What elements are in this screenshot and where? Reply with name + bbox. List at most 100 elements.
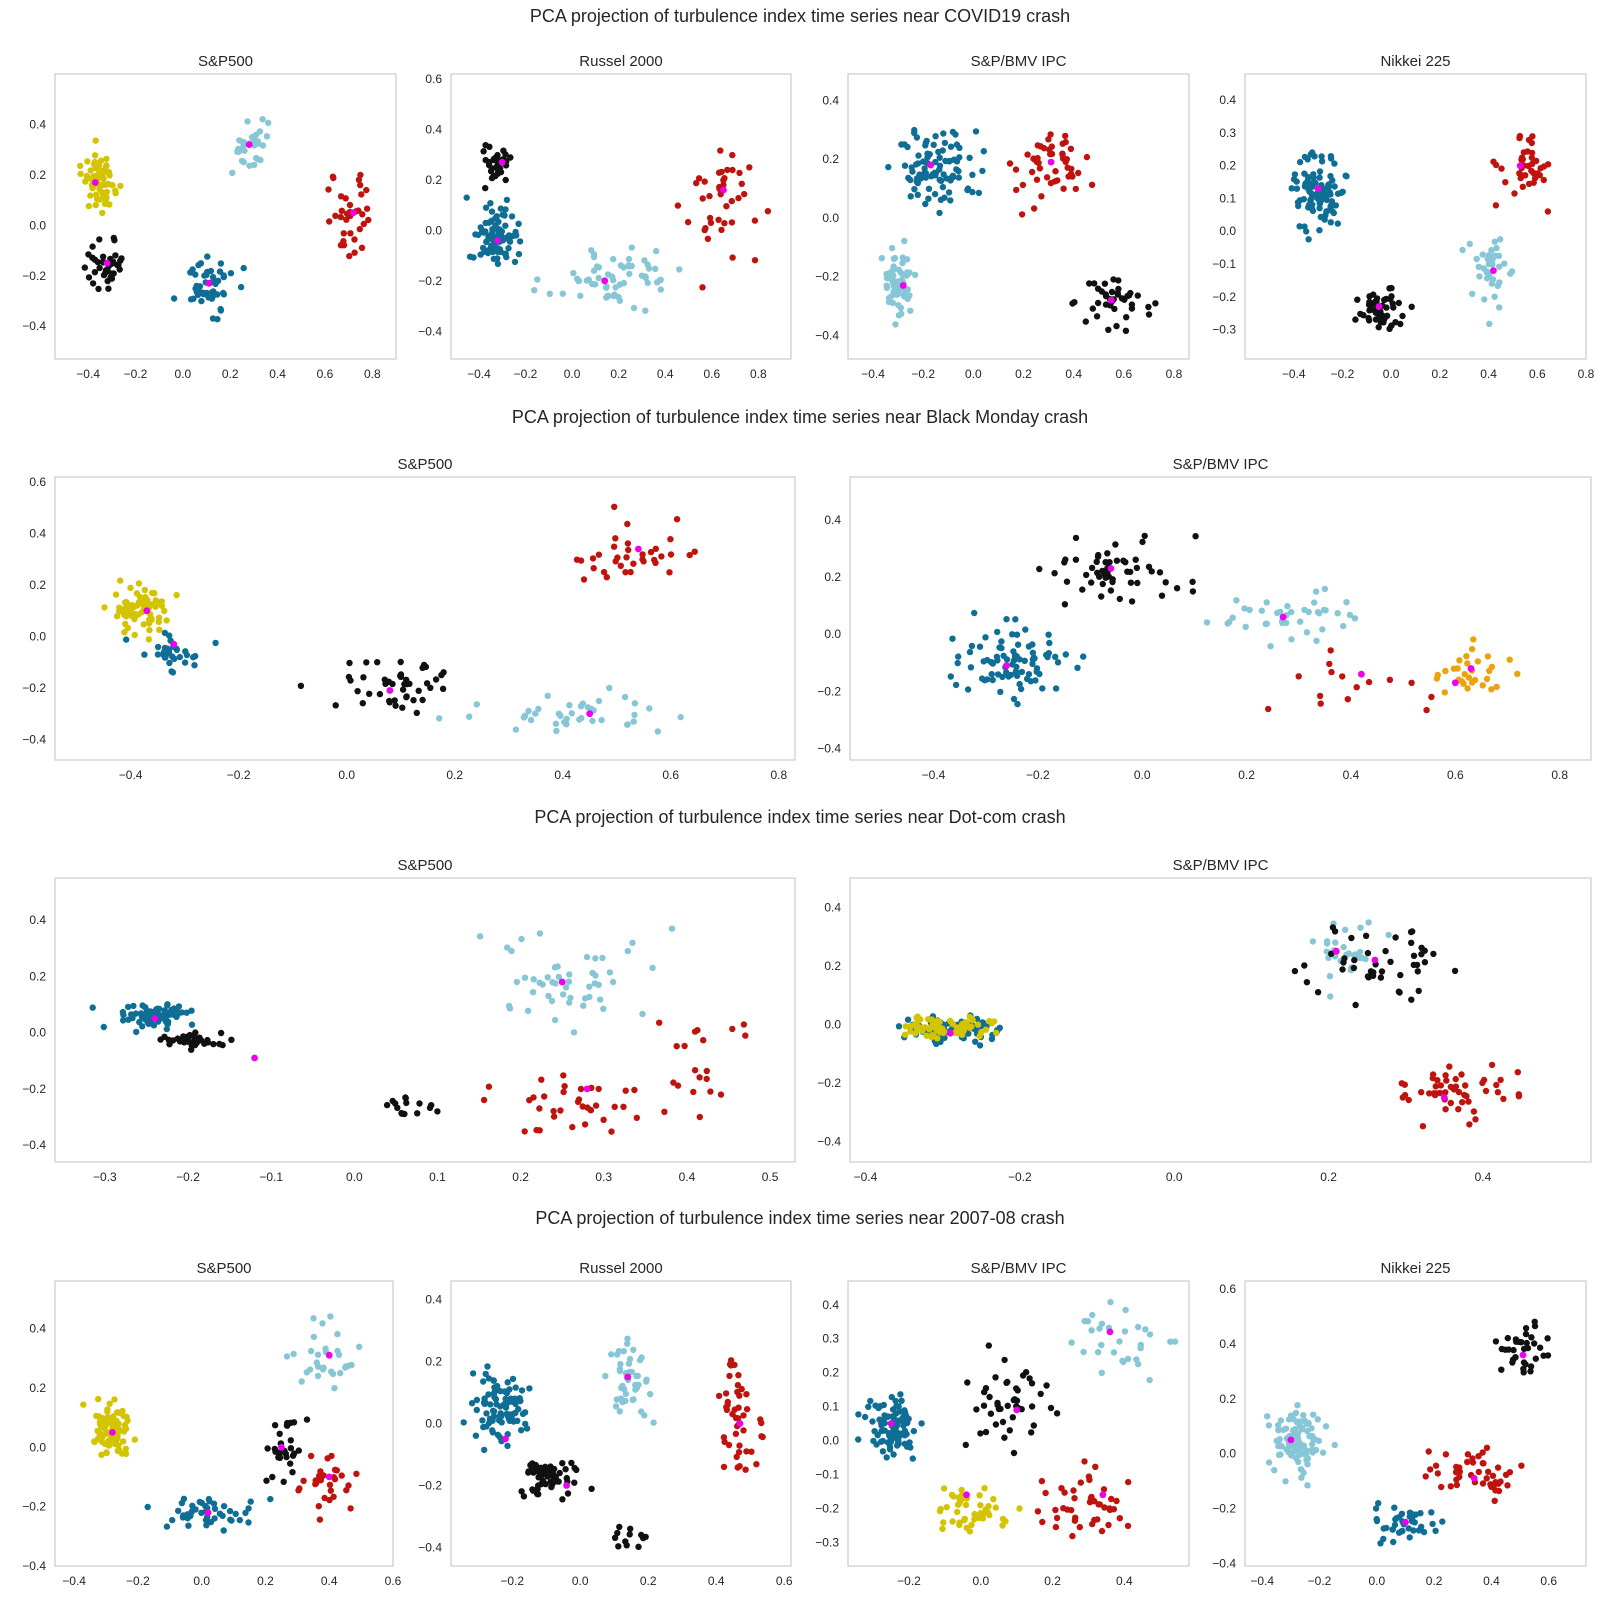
centroid-point — [1375, 303, 1383, 310]
data-point — [365, 216, 372, 224]
data-point — [1291, 1445, 1299, 1452]
data-point — [888, 1393, 895, 1401]
data-point — [92, 201, 99, 209]
y-tick-label: −0.3 — [1212, 323, 1236, 337]
data-point — [238, 157, 246, 165]
data-point — [1373, 1517, 1381, 1525]
centroid-point — [103, 259, 111, 267]
data-point — [354, 688, 361, 695]
data-point — [1423, 706, 1430, 714]
data-point — [168, 668, 175, 675]
data-point — [1060, 185, 1067, 192]
data-point — [489, 248, 496, 256]
data-point — [922, 174, 929, 181]
data-point — [1284, 603, 1291, 610]
data-point — [629, 1396, 636, 1404]
data-point — [1516, 132, 1524, 140]
centroid-point — [1107, 296, 1115, 304]
data-point — [666, 569, 673, 576]
data-point — [319, 1320, 326, 1327]
data-point — [734, 1381, 742, 1389]
y-tick-label: 0.0 — [29, 1440, 46, 1454]
x-tick-label: 0.6 — [317, 367, 334, 381]
data-point — [314, 1351, 322, 1358]
data-point — [386, 697, 393, 705]
data-point — [1461, 671, 1468, 678]
data-point — [1510, 1346, 1517, 1354]
data-point — [161, 1007, 168, 1014]
data-point — [911, 129, 918, 137]
plot-frame — [54, 1280, 394, 1567]
data-point — [855, 1436, 862, 1443]
data-point — [614, 1529, 621, 1537]
data-point — [652, 265, 659, 272]
plot-frame — [54, 73, 397, 360]
data-point — [1415, 987, 1422, 995]
centroid-point — [624, 1373, 632, 1381]
data-point — [259, 116, 266, 123]
data-point — [485, 233, 492, 240]
data-point — [426, 1104, 434, 1112]
data-point — [1291, 967, 1299, 975]
data-point — [406, 680, 413, 687]
data-point — [901, 291, 908, 298]
data-point — [574, 1098, 582, 1106]
points-layer — [947, 532, 1521, 714]
data-point — [363, 205, 371, 212]
data-point — [1263, 620, 1270, 627]
data-point — [1098, 1527, 1106, 1535]
data-point — [357, 181, 364, 189]
data-point — [861, 1413, 869, 1421]
data-point — [1028, 168, 1036, 176]
data-point — [1322, 193, 1330, 200]
x-tick-label: −0.4 — [1282, 367, 1306, 381]
data-point — [1481, 296, 1488, 303]
data-point — [901, 237, 908, 245]
data-point — [1028, 1380, 1036, 1387]
data-point — [1493, 244, 1500, 252]
data-point — [872, 1402, 879, 1409]
data-point — [346, 201, 354, 209]
data-point — [114, 1409, 121, 1416]
y-tick-label: 0.4 — [425, 122, 442, 136]
data-point — [103, 155, 110, 163]
data-point — [1372, 309, 1380, 316]
data-point — [1325, 181, 1332, 188]
y-tick-label: −0.4 — [418, 1540, 442, 1554]
data-point — [746, 164, 753, 171]
data-point — [1288, 185, 1295, 192]
data-point — [363, 659, 370, 666]
panel-title: Nikkei 225 — [1380, 53, 1450, 70]
y-tick-label: 0.0 — [1219, 224, 1236, 238]
data-point — [901, 1031, 909, 1038]
data-point — [1043, 1382, 1050, 1389]
data-point — [1110, 276, 1117, 283]
data-point — [1508, 268, 1516, 275]
data-point — [728, 197, 735, 205]
y-tick-label: 0.4 — [1219, 1337, 1236, 1351]
data-point — [941, 194, 948, 201]
data-point — [748, 1448, 755, 1455]
data-point — [468, 1400, 476, 1407]
data-point — [1354, 296, 1361, 303]
data-point — [724, 1398, 731, 1406]
data-point — [729, 151, 736, 159]
data-point — [77, 162, 84, 170]
data-point — [1537, 165, 1544, 172]
data-point — [209, 273, 217, 281]
y-tick-label: 0.6 — [1219, 1282, 1236, 1296]
data-point — [1013, 186, 1020, 194]
data-point — [1491, 293, 1498, 300]
data-point — [1075, 169, 1082, 177]
plot-frame — [1244, 1280, 1587, 1567]
data-point — [115, 1442, 122, 1449]
data-point — [982, 1026, 990, 1033]
data-point — [577, 1085, 585, 1093]
data-point — [1434, 1077, 1441, 1084]
data-point — [144, 1503, 151, 1511]
data-point — [999, 1515, 1007, 1523]
x-tick-label: 0.4 — [1065, 367, 1082, 381]
data-point — [1072, 185, 1080, 193]
data-point — [122, 1450, 130, 1458]
